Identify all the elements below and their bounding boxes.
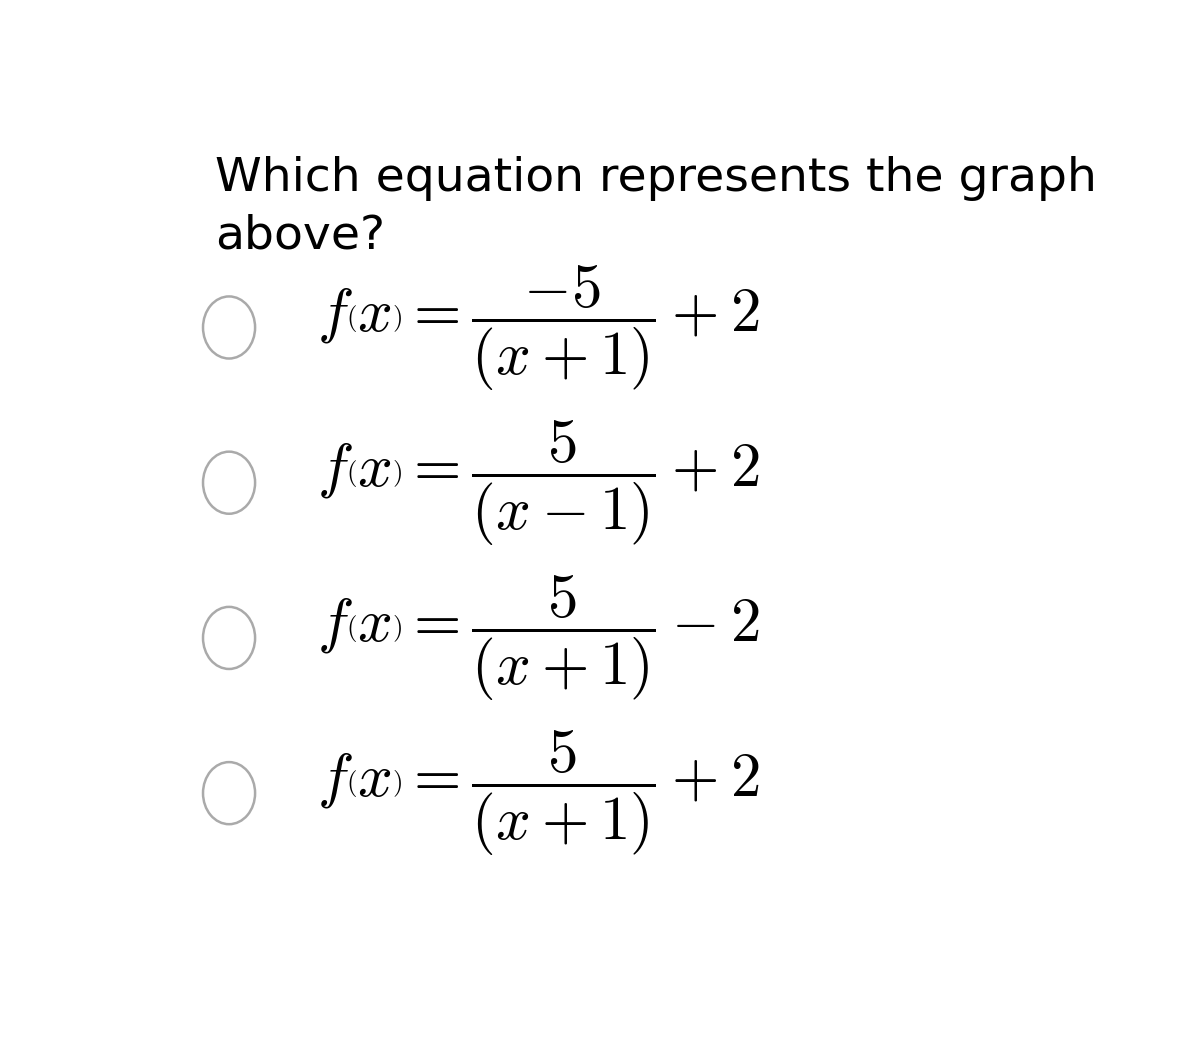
Text: $f\left(x\right) = \dfrac{5}{(x+1)} - 2$: $f\left(x\right) = \dfrac{5}{(x+1)} - 2$ [317, 573, 760, 703]
Text: $f\left(x\right) = \dfrac{-5}{(x+1)} + 2$: $f\left(x\right) = \dfrac{-5}{(x+1)} + 2… [317, 262, 760, 393]
Text: $f\left(x\right) = \dfrac{5}{(x+1)} + 2$: $f\left(x\right) = \dfrac{5}{(x+1)} + 2$ [317, 728, 760, 858]
Text: $f\left(x\right) = \dfrac{5}{(x-1)} + 2$: $f\left(x\right) = \dfrac{5}{(x-1)} + 2$ [317, 418, 760, 547]
Text: Which equation represents the graph: Which equation represents the graph [215, 156, 1097, 201]
Text: above?: above? [215, 213, 385, 258]
